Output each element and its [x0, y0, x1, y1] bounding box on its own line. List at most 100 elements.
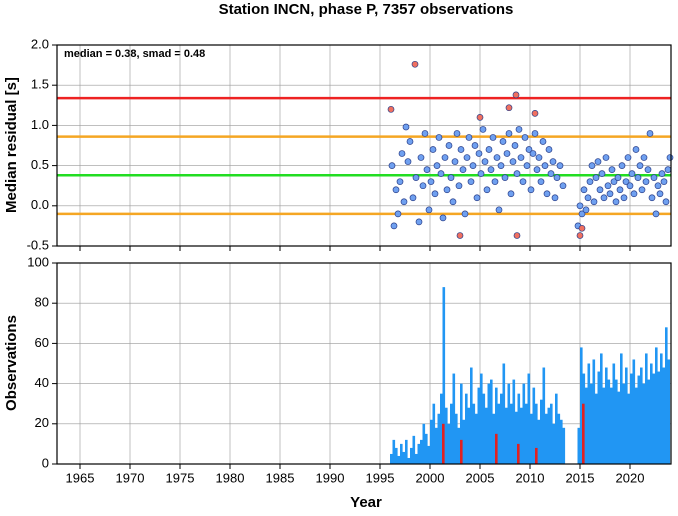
bar: [650, 363, 653, 464]
bar: [502, 363, 506, 464]
point: [630, 190, 638, 198]
chart-title: Station INCN, phase P, 7357 observations: [219, 1, 514, 18]
point: [584, 194, 592, 202]
point: [547, 170, 555, 177]
bar: [580, 347, 583, 464]
point: [646, 130, 654, 137]
point: [616, 186, 624, 194]
bar: [525, 403, 528, 464]
point: [398, 150, 406, 157]
point: [469, 162, 477, 169]
bar: [630, 373, 633, 464]
bar: [662, 367, 666, 464]
bar: [645, 353, 648, 464]
point: [541, 162, 549, 169]
point: [431, 190, 439, 198]
y-tick-label: 0.5: [31, 157, 49, 172]
point: [387, 105, 395, 113]
bar: [445, 407, 448, 464]
point: [511, 142, 519, 149]
bar: [485, 407, 488, 464]
point: [471, 142, 479, 149]
point: [666, 154, 674, 161]
bar: [412, 435, 416, 464]
bar: [602, 387, 606, 464]
point: [578, 224, 586, 232]
bar: [407, 457, 411, 464]
annotation: median = 0.38, smad = 0.48: [64, 48, 205, 60]
bar: [592, 359, 596, 464]
y-tick-label: 40: [35, 375, 49, 390]
bar: [440, 393, 443, 464]
bar: [585, 387, 588, 464]
bar: [495, 387, 498, 464]
bar: [587, 363, 591, 464]
bar: [507, 383, 511, 464]
point: [636, 162, 644, 169]
bar: [422, 423, 426, 464]
y-tick-label: 1.5: [31, 77, 49, 92]
bar: [542, 367, 546, 464]
bar: [625, 367, 628, 464]
bar: [642, 383, 646, 464]
bar: [555, 393, 558, 464]
bar: [482, 393, 486, 464]
point: [608, 166, 616, 173]
x-tick-label: 1985: [266, 470, 295, 485]
bar: [535, 447, 538, 464]
point: [412, 174, 420, 182]
point: [429, 146, 437, 153]
bar: [467, 407, 471, 464]
point: [411, 60, 419, 68]
point: [648, 194, 656, 202]
point: [517, 154, 525, 161]
x-tick-label: 1990: [316, 470, 345, 485]
bar: [452, 373, 456, 464]
point: [433, 162, 441, 169]
y-tick-label: 0: [42, 455, 49, 470]
plot-frame: [56, 44, 672, 247]
point: [483, 186, 491, 194]
bar: [610, 387, 613, 464]
bar: [560, 419, 563, 464]
point: [559, 182, 567, 190]
x-tick-label: 1980: [216, 470, 245, 485]
point: [467, 178, 475, 186]
point: [543, 190, 551, 198]
point: [392, 186, 400, 194]
bar: [522, 383, 526, 464]
bar: [550, 403, 553, 464]
bar: [487, 383, 491, 464]
point: [479, 126, 487, 133]
point: [580, 186, 588, 194]
bar: [612, 363, 616, 464]
x-tick-label: 2010: [516, 470, 545, 485]
bar: [535, 403, 538, 464]
point: [602, 154, 610, 161]
point: [598, 170, 606, 177]
bar: [557, 413, 561, 464]
bar: [395, 447, 398, 464]
point: [588, 162, 596, 169]
point: [513, 232, 521, 239]
bar: [530, 413, 533, 464]
point: [388, 162, 396, 169]
point: [449, 198, 457, 206]
point: [507, 190, 515, 198]
point: [610, 178, 618, 186]
point: [463, 154, 471, 161]
bar: [577, 427, 581, 464]
point: [634, 174, 642, 182]
point: [421, 130, 429, 137]
x-tick-label: 1975: [166, 470, 195, 485]
point: [476, 114, 484, 121]
point: [453, 130, 461, 137]
bar: [500, 393, 503, 464]
point: [549, 158, 557, 165]
point: [402, 123, 410, 131]
bar: [472, 403, 476, 464]
point: [521, 134, 529, 141]
bar: [465, 393, 468, 464]
point: [505, 104, 513, 112]
y-axis-title: Median residual [s]: [3, 77, 20, 213]
